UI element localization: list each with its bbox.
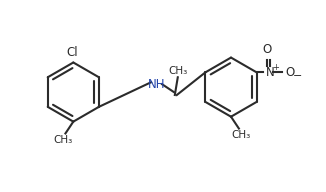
Text: NH: NH (148, 78, 166, 91)
Text: O: O (263, 43, 272, 56)
Text: CH₃: CH₃ (168, 66, 187, 76)
Text: CH₃: CH₃ (231, 131, 250, 141)
Text: −: − (293, 71, 303, 81)
Text: O: O (285, 66, 294, 79)
Text: CH₃: CH₃ (54, 135, 73, 145)
Text: Cl: Cl (67, 46, 78, 59)
Text: N: N (265, 66, 274, 79)
Text: +: + (273, 63, 279, 72)
